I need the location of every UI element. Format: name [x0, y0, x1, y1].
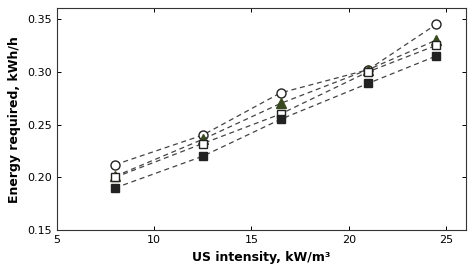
Y-axis label: Energy required, kWh/h: Energy required, kWh/h: [9, 36, 21, 203]
X-axis label: US intensity, kW/m³: US intensity, kW/m³: [192, 251, 330, 264]
